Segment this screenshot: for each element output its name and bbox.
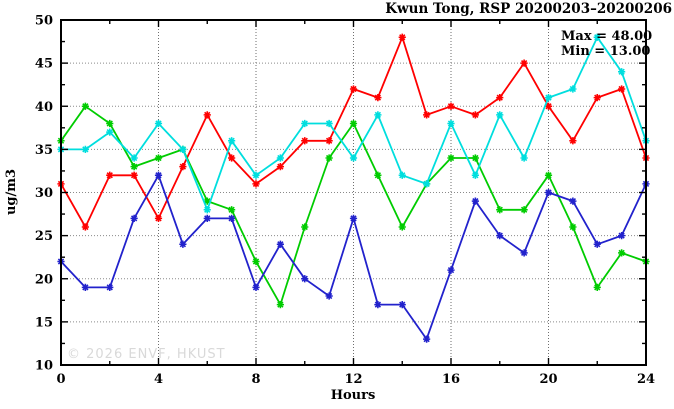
x-axis-title: Hours xyxy=(331,388,376,403)
y-tick-label: 35 xyxy=(35,143,53,158)
plot-border xyxy=(60,19,647,366)
min-annotation: Min = 13.00 xyxy=(561,44,650,59)
y-tick-label: 20 xyxy=(35,272,53,287)
x-tick-label: 0 xyxy=(56,372,65,387)
grid-layer xyxy=(61,20,646,365)
y-axis-title: ug/m3 xyxy=(4,169,19,215)
chart-title: Kwun Tong, RSP 20200203–20200206 xyxy=(385,1,672,17)
y-tick-label: 40 xyxy=(35,100,53,115)
x-tick-label: 20 xyxy=(539,372,557,387)
watermark: © 2026 ENVF, HKUST xyxy=(67,347,226,362)
x-tick-label: 4 xyxy=(154,372,163,387)
y-tick-label: 15 xyxy=(35,315,53,330)
y-tick-label: 25 xyxy=(35,229,53,244)
tick-labels-layer: 0 4 8 12 16 20 24 10 15 20 25 30 35 40 45 50 xyxy=(35,14,655,388)
x-tick-label: 16 xyxy=(442,372,460,387)
x-tick-label: 12 xyxy=(344,372,362,387)
max-annotation: Max = 48.00 xyxy=(561,29,652,44)
series-layer xyxy=(57,33,650,343)
x-tick-label: 24 xyxy=(637,372,655,387)
y-tick-label: 30 xyxy=(35,186,53,201)
series-green-markers xyxy=(57,102,650,309)
y-tick-label: 10 xyxy=(35,359,53,374)
y-tick-label: 45 xyxy=(35,57,53,72)
y-tick-label: 50 xyxy=(35,14,53,29)
x-tick-label: 8 xyxy=(251,372,260,387)
